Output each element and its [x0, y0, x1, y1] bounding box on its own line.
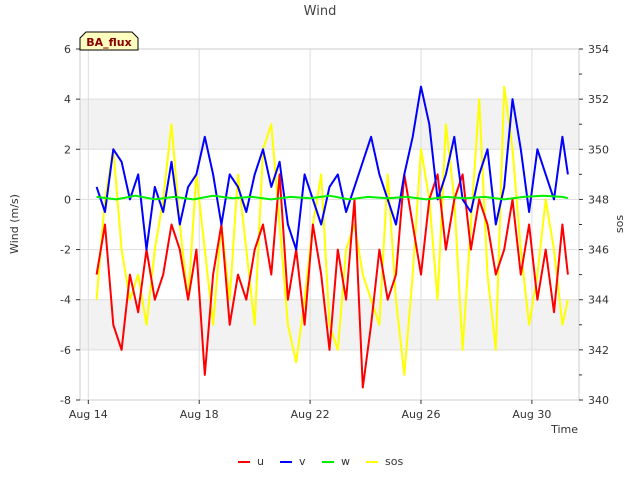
site-badge-label: BA_flux — [86, 36, 131, 49]
series-line-sos — [95, 85, 569, 376]
x-tick-label: Aug 18 — [180, 408, 219, 421]
series-lines — [95, 85, 569, 389]
series-line-u — [95, 173, 569, 389]
y-tick-label: 4 — [64, 93, 71, 106]
y2-tick-label: 352 — [588, 93, 609, 106]
x-axis: Aug 14 Aug 18 Aug 22 Aug 26 Aug 30 — [69, 400, 551, 421]
legend-label-v: v — [299, 455, 306, 468]
x-tick-label: Aug 30 — [512, 408, 551, 421]
y-tick-label: -8 — [60, 394, 71, 407]
y-tick-label: -6 — [60, 344, 71, 357]
site-badge: BA_flux — [79, 31, 139, 51]
x-axis-title: Time — [550, 423, 578, 436]
legend-label-sos: sos — [385, 455, 403, 468]
y-axis-title: Wind (m/s) — [8, 194, 21, 254]
chart-title: Wind — [304, 4, 337, 19]
x-tick-label: Aug 14 — [69, 408, 108, 421]
x-tick-label: Aug 26 — [401, 408, 440, 421]
series-line-v — [95, 85, 569, 251]
y2-tick-label: 354 — [588, 43, 609, 56]
legend-label-u: u — [257, 455, 264, 468]
y2-tick-label: 346 — [588, 244, 609, 257]
y2-tick-label: 340 — [588, 394, 609, 407]
x-tick-label: Aug 22 — [291, 408, 330, 421]
series-line-w — [96, 194, 569, 201]
y-axis-left: -8 -6 -4 -2 0 2 4 6 — [60, 43, 80, 407]
legend-label-w: w — [341, 455, 350, 468]
y2-tick-label: 342 — [588, 344, 609, 357]
y-tick-label: 2 — [64, 143, 71, 156]
y2-tick-label: 350 — [588, 143, 609, 156]
y2-tick-label: 348 — [588, 193, 609, 206]
band-1 — [80, 99, 579, 150]
y-tick-label: -4 — [60, 294, 71, 307]
y2-tick-label: 344 — [588, 294, 609, 307]
y-tick-label: 6 — [64, 43, 71, 56]
y-axis-right: 340 342 344 346 348 350 352 354 — [579, 43, 609, 407]
y-tick-label: -2 — [60, 244, 71, 257]
legend: u v w sos — [238, 455, 403, 468]
y2-axis-title: sos — [613, 215, 626, 233]
site-badge-box — [79, 31, 139, 51]
y-tick-label: 0 — [64, 193, 71, 206]
